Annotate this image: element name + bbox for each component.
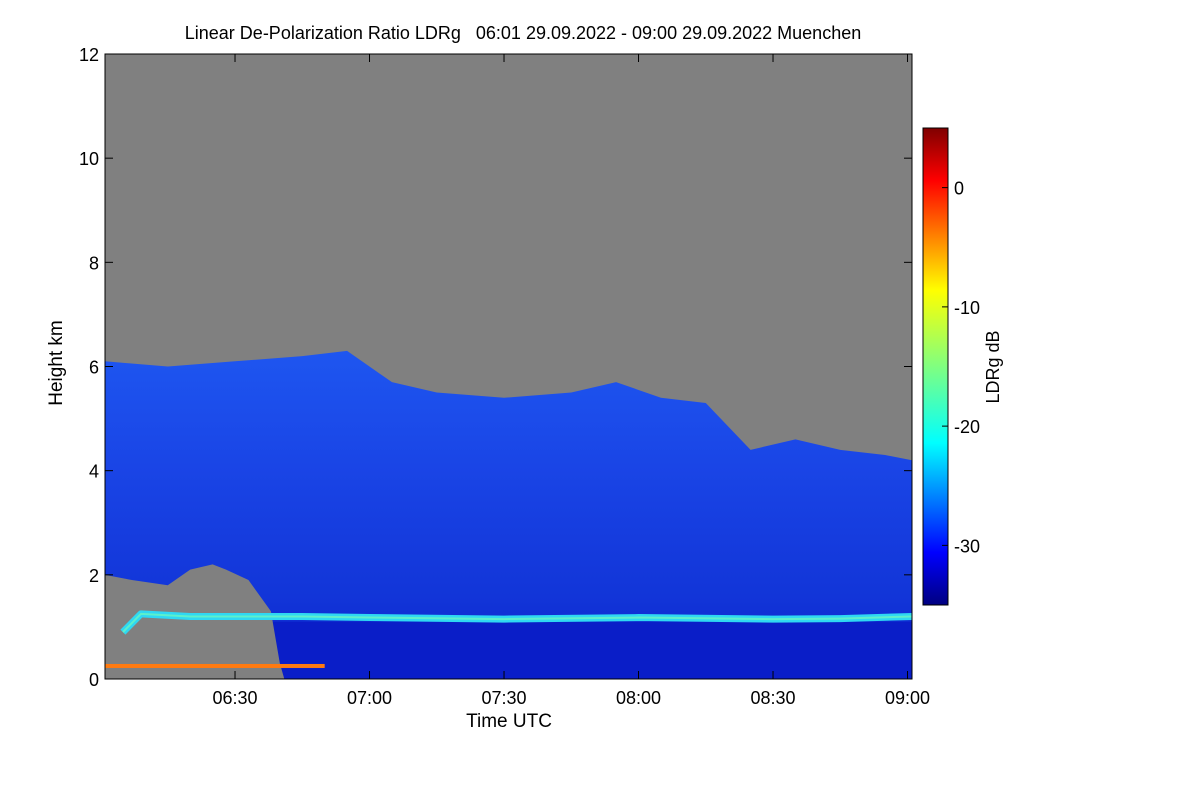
colorbar-tick-label: -20 — [954, 417, 980, 437]
plot-area — [105, 54, 912, 679]
y-axis-label: Height km — [46, 320, 67, 406]
colorbar-tick-label: -30 — [954, 536, 980, 556]
colorbar-label: LDRg dB — [983, 330, 1003, 403]
x-tick-label: 08:30 — [750, 688, 795, 708]
colorbar-tick-label: -10 — [954, 298, 980, 318]
near-surface-strip — [105, 663, 325, 668]
y-tick-label: 6 — [89, 358, 99, 378]
y-axis: 0 2 4 6 8 10 12 — [79, 45, 912, 690]
y-tick-label: 0 — [89, 670, 99, 690]
x-tick-label: 06:30 — [212, 688, 257, 708]
boundary-layer-band-core — [122, 612, 912, 633]
y-tick-label: 12 — [79, 45, 99, 65]
y-tick-label: 8 — [89, 253, 99, 273]
colorbar — [922, 127, 949, 606]
colorbar-tick-label: 0 — [954, 179, 964, 199]
x-axis: 06:30 07:00 07:30 08:00 08:30 09:00 — [212, 54, 930, 708]
cloud-region — [105, 350, 912, 679]
y-tick-label: 10 — [79, 149, 99, 169]
x-tick-label: 07:30 — [481, 688, 526, 708]
chart-title: Linear De-Polarization Ratio LDRg 06:01 … — [185, 23, 861, 43]
x-tick-label: 08:00 — [616, 688, 661, 708]
y-tick-label: 2 — [89, 566, 99, 586]
colorbar-ticks: 0 -10 -20 -30 — [942, 179, 980, 556]
x-axis-label: Time UTC — [466, 711, 552, 732]
x-tick-label: 09:00 — [885, 688, 930, 708]
y-tick-label: 4 — [89, 462, 99, 482]
low-gap-region — [105, 564, 285, 679]
x-tick-label: 07:00 — [347, 688, 392, 708]
